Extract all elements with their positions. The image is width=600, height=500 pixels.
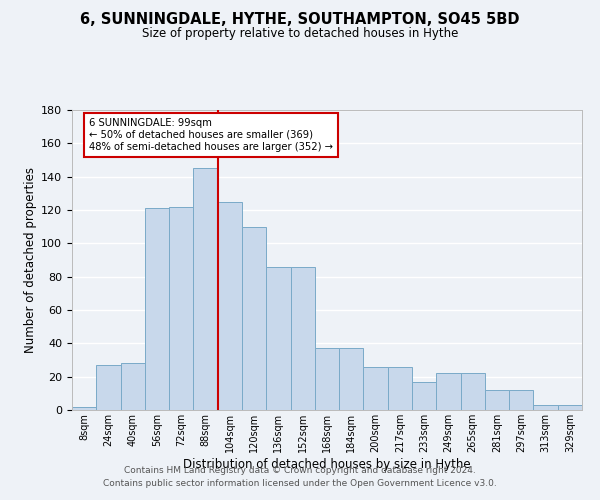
Bar (461, 374, 485, 410)
Text: Contains HM Land Registry data © Crown copyright and database right 2024.
Contai: Contains HM Land Registry data © Crown c… (103, 466, 497, 487)
Bar (388, 366, 412, 410)
Bar (290, 266, 315, 410)
Bar (218, 202, 242, 410)
Bar (412, 382, 436, 410)
Bar (364, 366, 388, 410)
Bar (96, 365, 121, 410)
Text: Size of property relative to detached houses in Hythe: Size of property relative to detached ho… (142, 28, 458, 40)
Y-axis label: Number of detached properties: Number of detached properties (24, 167, 37, 353)
Bar (266, 266, 290, 410)
Bar (339, 348, 364, 410)
Bar (558, 405, 582, 410)
Bar (121, 364, 145, 410)
Bar (509, 390, 533, 410)
Text: 6 SUNNINGDALE: 99sqm
← 50% of detached houses are smaller (369)
48% of semi-deta: 6 SUNNINGDALE: 99sqm ← 50% of detached h… (89, 118, 333, 152)
Bar (533, 405, 558, 410)
Bar (485, 390, 509, 410)
Text: 6, SUNNINGDALE, HYTHE, SOUTHAMPTON, SO45 5BD: 6, SUNNINGDALE, HYTHE, SOUTHAMPTON, SO45… (80, 12, 520, 28)
Bar (436, 374, 461, 410)
Bar (169, 206, 193, 410)
Bar (145, 208, 169, 410)
X-axis label: Distribution of detached houses by size in Hythe: Distribution of detached houses by size … (183, 458, 471, 470)
Bar (315, 348, 339, 410)
Bar (242, 226, 266, 410)
Bar (72, 406, 96, 410)
Bar (193, 168, 218, 410)
